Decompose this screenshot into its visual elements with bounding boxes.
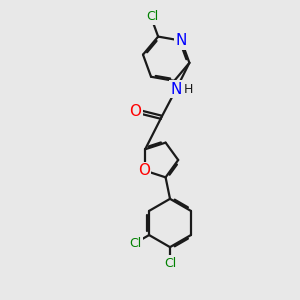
Text: Cl: Cl (146, 10, 158, 23)
Text: N: N (170, 82, 182, 97)
Text: O: O (129, 104, 141, 119)
Text: N: N (176, 33, 187, 48)
Text: H: H (184, 83, 193, 96)
Text: Cl: Cl (164, 257, 176, 270)
Text: Cl: Cl (129, 237, 141, 250)
Text: O: O (138, 163, 150, 178)
